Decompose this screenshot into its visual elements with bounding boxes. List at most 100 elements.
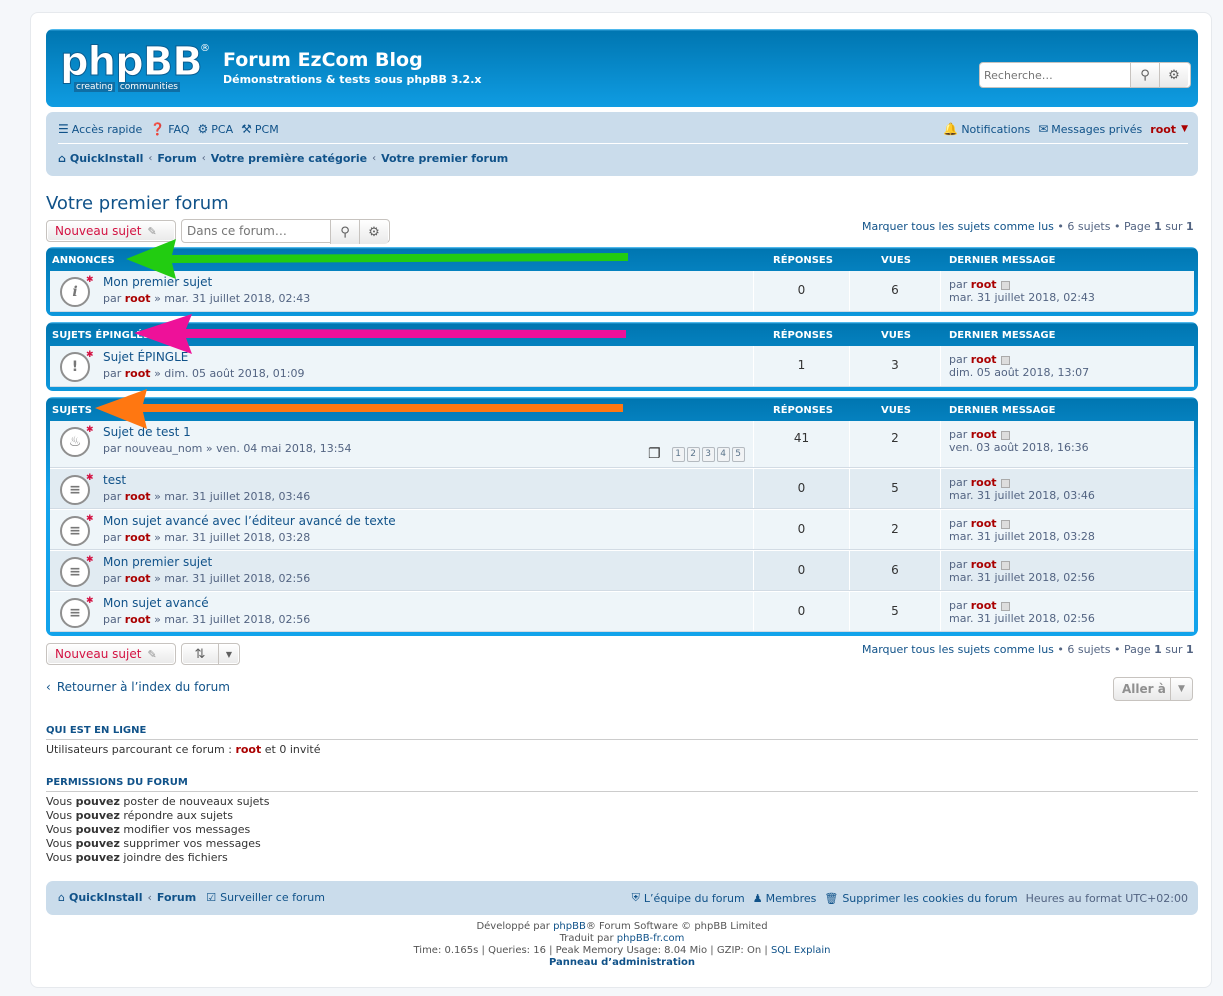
- unread-star-icon: ✱: [86, 555, 94, 565]
- footer-crumb-forum[interactable]: Forum: [156, 891, 197, 904]
- view-count: 5: [891, 481, 899, 495]
- last-post-author: par root: [949, 353, 1010, 366]
- goto-last-post-icon[interactable]: [1000, 355, 1010, 365]
- topic-author[interactable]: root: [124, 367, 151, 380]
- gear-icon: ⚙: [1168, 67, 1180, 83]
- advanced-search-button[interactable]: ⚙: [1159, 63, 1188, 87]
- topic-meta: par nouveau_nom » ven. 04 mai 2018, 13:5…: [103, 442, 352, 455]
- page-link[interactable]: 3: [701, 446, 715, 462]
- page-link[interactable]: 4: [716, 446, 730, 462]
- announcement-icon: i: [60, 277, 90, 307]
- site-logo[interactable]: phpBB ® creating communities: [60, 41, 210, 95]
- magenta-arrow-annotation: [134, 314, 626, 354]
- topic-meta: par root » mar. 31 juillet 2018, 02:56: [103, 613, 311, 626]
- faq-link[interactable]: ❓ FAQ: [150, 122, 190, 136]
- crumb-forum[interactable]: Forum: [157, 152, 197, 165]
- crumb-category[interactable]: Votre première catégorie: [210, 152, 368, 165]
- new-topic-button-bottom[interactable]: Nouveau sujet ✎: [46, 643, 176, 665]
- team-link[interactable]: ⛨ L’équipe du forum: [631, 891, 745, 905]
- sql-explain-link[interactable]: SQL Explain: [770, 945, 831, 956]
- online-user[interactable]: root: [235, 743, 262, 756]
- topic-author[interactable]: root: [124, 613, 151, 626]
- topic-author[interactable]: root: [124, 490, 151, 503]
- page-link[interactable]: 5: [731, 446, 745, 462]
- permissions-title: Permissions du forum: [46, 777, 1198, 792]
- topic-title[interactable]: Sujet ÉPINGLE: [103, 350, 189, 364]
- last-post-author: par root: [949, 278, 1010, 291]
- pencil-icon: ✎: [147, 647, 157, 661]
- jump-to-button[interactable]: Aller à ▼: [1113, 677, 1193, 701]
- pages-icon: ❐: [648, 446, 661, 462]
- goto-last-post-icon[interactable]: [1000, 478, 1010, 488]
- column-replies: Réponses: [773, 330, 833, 341]
- topic-author[interactable]: root: [124, 531, 151, 544]
- who-is-online-title[interactable]: Qui est en ligne: [46, 725, 1198, 740]
- notifications-link[interactable]: 🔔 Notifications: [943, 122, 1031, 136]
- goto-last-post-icon[interactable]: [1000, 519, 1010, 529]
- forum-search-button[interactable]: ⚲: [330, 220, 359, 244]
- topic-title[interactable]: test: [103, 473, 127, 487]
- reply-count: 0: [797, 522, 806, 536]
- topic-title[interactable]: Mon premier sujet: [103, 555, 213, 569]
- mark-topics-read-link[interactable]: Marquer tous les sujets comme lus: [862, 220, 1054, 233]
- topics-block: Sujets Réponses Vues Dernier message ♨ ✱…: [46, 397, 1198, 636]
- forum-advanced-search-button[interactable]: ⚙: [359, 220, 388, 244]
- goto-last-post-icon[interactable]: [1000, 280, 1010, 290]
- section-header: Sujets Réponses Vues Dernier message: [50, 397, 1194, 421]
- topic-list: ! ✱ Sujet ÉPINGLE par root » dim. 05 aoû…: [50, 346, 1194, 387]
- crumb-home[interactable]: QuickInstall: [69, 152, 144, 165]
- topic-author[interactable]: nouveau_nom: [124, 442, 203, 455]
- admin-panel-link[interactable]: Panneau d’administration: [548, 957, 696, 968]
- new-topic-button[interactable]: Nouveau sujet ✎: [46, 220, 176, 242]
- search-input[interactable]: [980, 63, 1130, 87]
- permission-line: Vous pouvez joindre des fichiers: [46, 851, 228, 864]
- translator-link[interactable]: phpBB-fr.com: [616, 933, 685, 944]
- members-link[interactable]: ♟ Membres: [752, 891, 817, 905]
- sticky-icon: !: [60, 352, 90, 382]
- translation-line: Traduit par phpBB-fr.com: [559, 933, 685, 944]
- sort-options-button[interactable]: ⇅ ▼: [181, 643, 240, 665]
- reply-count: 41: [793, 431, 810, 445]
- mark-topics-read-link[interactable]: Marquer tous les sujets comme lus: [862, 643, 1054, 656]
- topic-author[interactable]: root: [124, 572, 151, 585]
- logo-tagline: creating communities: [74, 82, 180, 92]
- gear-icon: ⚙: [368, 224, 380, 240]
- page-link[interactable]: 2: [686, 446, 700, 462]
- topic-row: ♨ ✱ Sujet de test 1 par nouveau_nom » ve…: [50, 421, 1194, 468]
- topic-author[interactable]: root: [124, 292, 151, 305]
- crumb-current-forum[interactable]: Votre premier forum: [381, 152, 509, 165]
- watch-forum-link[interactable]: ☑ Surveiller ce forum: [206, 891, 325, 904]
- topic-title[interactable]: Mon sujet avancé avec l’éditeur avancé d…: [103, 514, 396, 528]
- quick-links-menu[interactable]: ☰ Accès rapide: [58, 122, 143, 136]
- topic-title[interactable]: Sujet de test 1: [103, 425, 191, 439]
- unread-star-icon: ✱: [86, 425, 94, 435]
- green-arrow-annotation: [126, 239, 628, 279]
- return-to-index-link[interactable]: ‹ Retourner à l’index du forum: [46, 680, 230, 694]
- menu-icon: ☰: [58, 122, 69, 136]
- last-post-date: ven. 03 août 2018, 16:36: [949, 441, 1089, 454]
- trash-icon: 🗑: [824, 891, 839, 905]
- topic-title[interactable]: Mon premier sujet: [103, 275, 213, 289]
- page-title[interactable]: Votre premier forum: [46, 193, 229, 214]
- private-messages-link[interactable]: ✉ Messages privés: [1038, 122, 1143, 136]
- delete-cookies-link[interactable]: 🗑 Supprimer les cookies du forum: [824, 891, 1018, 905]
- page-link[interactable]: 1: [671, 446, 685, 462]
- site-title: Forum EzCom Blog: [223, 49, 423, 71]
- goto-last-post-icon[interactable]: [1000, 430, 1010, 440]
- user-menu[interactable]: root ▼: [1150, 122, 1188, 136]
- reply-count: 0: [797, 481, 806, 495]
- phpbb-link[interactable]: phpBB: [553, 921, 586, 932]
- forum-search: ⚲ ⚙: [181, 219, 390, 244]
- column-views: Vues: [881, 255, 911, 266]
- goto-last-post-icon[interactable]: [1000, 560, 1010, 570]
- goto-last-post-icon[interactable]: [1000, 601, 1010, 611]
- acp-link[interactable]: ⚙ PCA: [197, 122, 234, 136]
- footer-crumb-home[interactable]: QuickInstall: [68, 891, 143, 904]
- search-button[interactable]: ⚲: [1130, 63, 1159, 87]
- topic-title[interactable]: Mon sujet avancé: [103, 596, 209, 610]
- last-post-author: par root: [949, 428, 1010, 441]
- mcp-link[interactable]: ⚒ PCM: [241, 122, 279, 136]
- forum-search-input[interactable]: [182, 220, 330, 242]
- column-last-post: Dernier message: [949, 255, 1056, 266]
- chevron-left-icon: ‹: [46, 680, 51, 694]
